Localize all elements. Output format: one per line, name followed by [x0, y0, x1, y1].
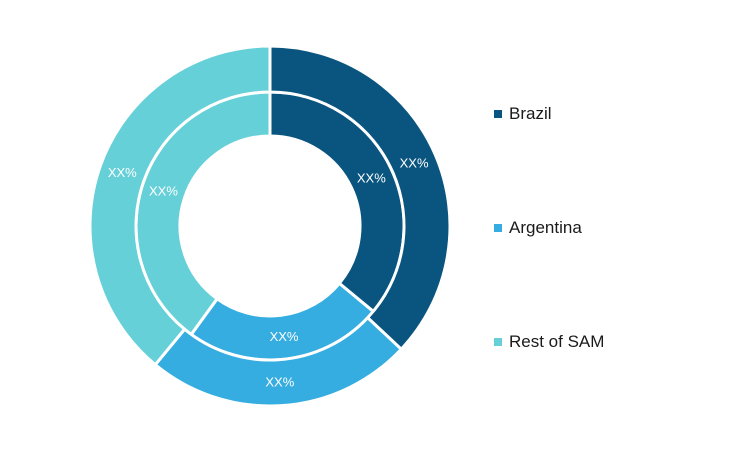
outer-slice-brazil [268, 44, 452, 352]
legend-label-rest-of-sam: Rest of SAM [509, 332, 605, 351]
inner-label-argentina: XX% [270, 329, 299, 344]
outer-label-brazil: XX% [400, 156, 429, 171]
inner-label-rest-of-sam: XX% [149, 183, 178, 198]
outer-slice-rest-of-sam [88, 44, 272, 367]
legend-swatch-rest-of-sam [494, 338, 502, 346]
legend-label-brazil: Brazil [509, 104, 552, 123]
legend-swatch-argentina [494, 224, 502, 232]
legend-item-argentina: Argentina [494, 218, 582, 238]
outer-label-argentina: XX% [265, 375, 294, 390]
legend-label-argentina: Argentina [509, 218, 582, 237]
legend-item-brazil: Brazil [494, 104, 552, 124]
outer-label-rest-of-sam: XX% [108, 165, 137, 180]
inner-label-brazil: XX% [357, 170, 386, 185]
legend-item-rest-of-sam: Rest of SAM [494, 332, 604, 352]
legend-swatch-brazil [494, 110, 502, 118]
legend: Brazil Argentina Rest of SAM [494, 0, 734, 451]
